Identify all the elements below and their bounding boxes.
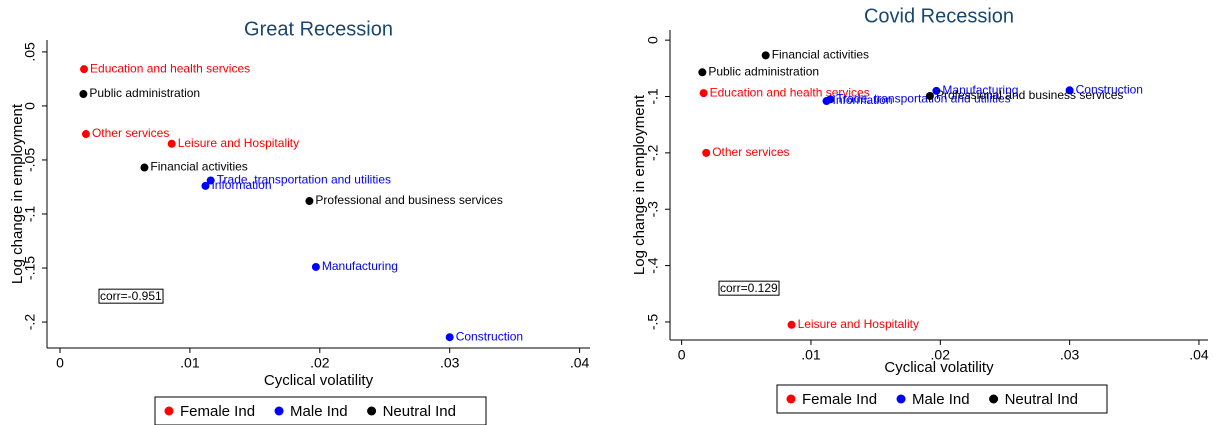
x-tick-label: 0 [56, 355, 64, 371]
point-label: Information [211, 178, 271, 192]
scatter-point [1065, 86, 1074, 95]
annotation-box [718, 280, 780, 296]
point-label: Information [832, 93, 892, 107]
x-tick-label: .02 [310, 355, 330, 371]
y-tick-label: .05 [22, 42, 38, 62]
y-tick-label: 0 [645, 36, 661, 44]
scatter-point [80, 65, 89, 74]
legend-box [154, 396, 487, 425]
x-axis-title: Cyclical volatility [264, 372, 374, 389]
point-label: Professional and business services [315, 193, 502, 207]
y-tick-label: -.3 [645, 201, 661, 218]
y-tick-label: -.05 [22, 148, 38, 172]
scatter-point [311, 262, 320, 271]
chart-panel: Covid Recession 0 .01 .02 .03 .04 0 -.1 -.2 -.3 -.… [631, 5, 1209, 414]
x-tick-label: .03 [1060, 347, 1080, 363]
annotation: corr=-0.951 [100, 289, 162, 303]
legend-label: Female Ind [180, 403, 255, 420]
scatter-point [702, 148, 711, 157]
scatter-point [761, 51, 770, 60]
legend-marker [896, 394, 906, 404]
scatter-point [445, 333, 454, 342]
y-tick-label: -.2 [22, 314, 38, 331]
x-tick-label: 0 [678, 347, 686, 363]
point-label: Financial activities [150, 160, 247, 174]
y-tick-label: 0 [22, 102, 38, 110]
legend-label: Male Ind [290, 403, 348, 420]
point-label: Other services [712, 145, 789, 159]
y-tick-label: -.2 [645, 144, 661, 161]
point-label: Trade, transportation and utilities [217, 173, 391, 187]
y-axis-title: Log change in employment [631, 94, 648, 275]
legend-marker [164, 406, 174, 416]
scatter-point [206, 176, 215, 185]
scatter-point [167, 139, 176, 148]
y-tick-label: -.1 [645, 88, 661, 105]
chart-title: Great Recession [244, 18, 393, 40]
legend-marker [989, 394, 999, 404]
y-tick-label: -.4 [645, 257, 661, 274]
point-label: Public administration [89, 86, 200, 100]
x-tick-label: .03 [440, 355, 460, 371]
legend-label: Male Ind [912, 391, 970, 408]
point-label: Trade, transportation and utilities [836, 91, 1010, 105]
legend-label: Female Ind [802, 391, 877, 408]
scatter-point [822, 97, 831, 106]
point-label: Leisure and Hospitality [178, 136, 299, 150]
annotation: corr=0.129 [720, 281, 778, 295]
chart-panel: Great Recession 0 .01 .02 .03 .04 .05 0 -.05 -.1 -… [9, 18, 590, 425]
scatter-point [699, 89, 708, 98]
x-tick-label: .04 [570, 355, 590, 371]
point-label: Manufacturing [942, 83, 1018, 97]
scatter-point [140, 163, 149, 172]
legend-label: Neutral Ind [1005, 391, 1078, 408]
legend-marker [274, 406, 284, 416]
x-tick-label: .01 [180, 355, 200, 371]
scatter-point [201, 181, 210, 190]
x-axis-title: Cyclical volatility [884, 359, 994, 376]
legend-label: Neutral Ind [383, 403, 456, 420]
scatter-point [925, 91, 934, 100]
x-tick-label: .04 [1189, 347, 1209, 363]
scatter-point [305, 197, 314, 206]
legend-marker [367, 406, 377, 416]
point-label: Education and health services [90, 61, 250, 75]
legend-marker [786, 394, 796, 404]
x-tick-label: .02 [931, 347, 951, 363]
legend-box [776, 384, 1108, 414]
x-tick-label: .01 [801, 347, 821, 363]
point-label: Manufacturing [322, 259, 398, 273]
y-tick-label: -.1 [22, 206, 38, 223]
point-label: Other services [92, 126, 169, 140]
scatter-point [932, 86, 941, 95]
scatter-point [81, 130, 90, 139]
point-label: Public administration [708, 64, 819, 78]
point-label: Construction [1076, 82, 1143, 96]
annotation-box [98, 288, 164, 304]
scatter-point [698, 68, 707, 77]
scatter-point [787, 320, 796, 329]
point-label: Financial activities [772, 48, 869, 62]
y-axis-title: Log change in employment [9, 103, 26, 284]
point-label: Professional and business services [936, 88, 1123, 102]
scatter-point [79, 90, 88, 99]
point-label: Leisure and Hospitality [798, 317, 919, 331]
y-tick-label: -.5 [645, 314, 661, 331]
chart-title: Covid Recession [864, 5, 1014, 27]
point-label: Construction [456, 329, 523, 343]
y-tick-label: -.15 [22, 256, 38, 280]
